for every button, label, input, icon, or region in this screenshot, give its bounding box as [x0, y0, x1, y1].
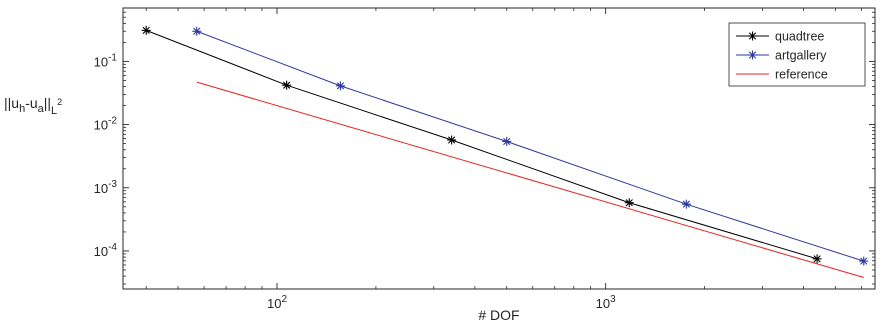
- legend-label-artgallery: artgallery: [775, 49, 827, 63]
- series-layer: [141, 25, 869, 278]
- legend-marker-artgallery: [748, 50, 757, 60]
- tick-labels: 102 103 10-4 10-3 10-2 10-1: [94, 52, 616, 311]
- y-tick-label: 10-3: [94, 179, 118, 196]
- data-point-quadtree: [624, 198, 634, 208]
- data-point-artgallery: [192, 26, 202, 36]
- x-tick-label: 103: [596, 294, 616, 311]
- data-point-quadtree: [812, 254, 822, 264]
- data-point-artgallery: [859, 256, 869, 266]
- legend-entries: quadtree artgallery reference: [736, 30, 828, 82]
- data-point-artgallery: [502, 136, 512, 146]
- series-line-reference: [196, 81, 864, 278]
- data-point-quadtree: [282, 80, 292, 90]
- legend-marker-quadtree: [748, 31, 757, 41]
- x-tick-label: 102: [267, 294, 287, 311]
- legend-label-quadtree: quadtree: [775, 30, 824, 44]
- y-tick-label: 10-1: [94, 52, 118, 69]
- plot-frame: [122, 7, 876, 290]
- legend-label-reference: reference: [775, 68, 828, 82]
- x-axis-label: # DOF: [478, 307, 519, 323]
- data-point-quadtree: [447, 135, 457, 145]
- y-tick-label: 10-2: [94, 116, 118, 133]
- major-ticks: [123, 8, 875, 289]
- y-tick-label: 10-4: [94, 242, 118, 259]
- data-point-artgallery: [335, 81, 345, 91]
- legend: quadtree artgallery reference: [728, 22, 866, 87]
- y-axis-label: ||uh-ua||L2: [4, 95, 62, 117]
- data-point-quadtree: [141, 25, 151, 35]
- data-point-artgallery: [681, 199, 691, 209]
